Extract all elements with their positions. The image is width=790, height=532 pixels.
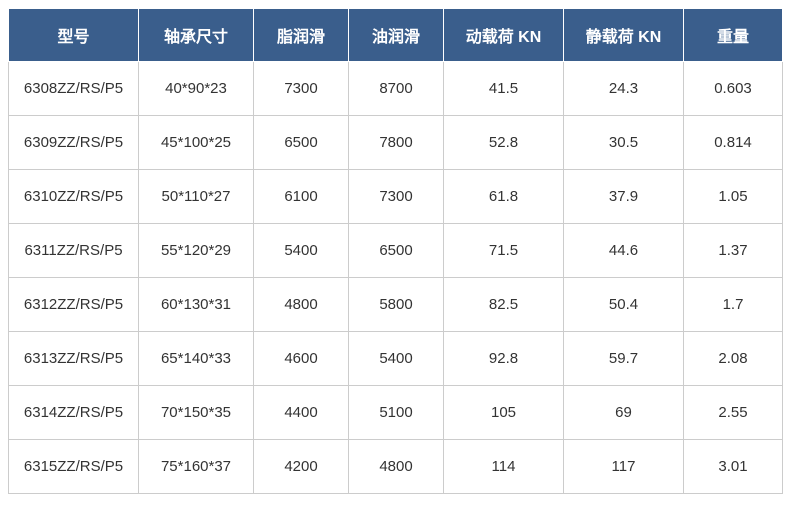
cell-grease: 4200 xyxy=(254,440,349,494)
cell-dynamic-load: 105 xyxy=(444,386,564,440)
cell-grease: 4400 xyxy=(254,386,349,440)
cell-oil: 7300 xyxy=(349,170,444,224)
cell-dynamic-load: 114 xyxy=(444,440,564,494)
cell-weight: 2.55 xyxy=(684,386,783,440)
header-grease: 脂润滑 xyxy=(254,9,349,62)
cell-oil: 7800 xyxy=(349,116,444,170)
cell-oil: 6500 xyxy=(349,224,444,278)
cell-dynamic-load: 71.5 xyxy=(444,224,564,278)
cell-dimensions: 75*160*37 xyxy=(139,440,254,494)
table-body: 6308ZZ/RS/P5 40*90*23 7300 8700 41.5 24.… xyxy=(9,62,783,494)
cell-oil: 8700 xyxy=(349,62,444,116)
table-row: 6311ZZ/RS/P5 55*120*29 5400 6500 71.5 44… xyxy=(9,224,783,278)
cell-dimensions: 50*110*27 xyxy=(139,170,254,224)
cell-grease: 4800 xyxy=(254,278,349,332)
cell-static-load: 117 xyxy=(564,440,684,494)
cell-model: 6310ZZ/RS/P5 xyxy=(9,170,139,224)
cell-grease: 6500 xyxy=(254,116,349,170)
cell-dynamic-load: 92.8 xyxy=(444,332,564,386)
cell-oil: 5100 xyxy=(349,386,444,440)
cell-oil: 5400 xyxy=(349,332,444,386)
cell-dynamic-load: 41.5 xyxy=(444,62,564,116)
cell-dimensions: 65*140*33 xyxy=(139,332,254,386)
cell-dimensions: 40*90*23 xyxy=(139,62,254,116)
header-oil: 油润滑 xyxy=(349,9,444,62)
header-model: 型号 xyxy=(9,9,139,62)
cell-dimensions: 70*150*35 xyxy=(139,386,254,440)
cell-weight: 3.01 xyxy=(684,440,783,494)
cell-dynamic-load: 61.8 xyxy=(444,170,564,224)
cell-dimensions: 55*120*29 xyxy=(139,224,254,278)
table-row: 6312ZZ/RS/P5 60*130*31 4800 5800 82.5 50… xyxy=(9,278,783,332)
cell-weight: 1.37 xyxy=(684,224,783,278)
cell-grease: 5400 xyxy=(254,224,349,278)
cell-oil: 5800 xyxy=(349,278,444,332)
table-row: 6315ZZ/RS/P5 75*160*37 4200 4800 114 117… xyxy=(9,440,783,494)
cell-model: 6309ZZ/RS/P5 xyxy=(9,116,139,170)
cell-dynamic-load: 52.8 xyxy=(444,116,564,170)
cell-static-load: 44.6 xyxy=(564,224,684,278)
cell-oil: 4800 xyxy=(349,440,444,494)
cell-model: 6313ZZ/RS/P5 xyxy=(9,332,139,386)
cell-model: 6311ZZ/RS/P5 xyxy=(9,224,139,278)
header-dynamic-load: 动载荷 KN xyxy=(444,9,564,62)
cell-grease: 7300 xyxy=(254,62,349,116)
cell-static-load: 30.5 xyxy=(564,116,684,170)
table-row: 6308ZZ/RS/P5 40*90*23 7300 8700 41.5 24.… xyxy=(9,62,783,116)
cell-weight: 1.7 xyxy=(684,278,783,332)
table-row: 6314ZZ/RS/P5 70*150*35 4400 5100 105 69 … xyxy=(9,386,783,440)
cell-static-load: 50.4 xyxy=(564,278,684,332)
cell-static-load: 69 xyxy=(564,386,684,440)
cell-weight: 0.603 xyxy=(684,62,783,116)
table-header-row: 型号 轴承尺寸 脂润滑 油润滑 动载荷 KN 静载荷 KN 重量 xyxy=(9,9,783,62)
cell-dimensions: 60*130*31 xyxy=(139,278,254,332)
cell-static-load: 24.3 xyxy=(564,62,684,116)
table-row: 6309ZZ/RS/P5 45*100*25 6500 7800 52.8 30… xyxy=(9,116,783,170)
cell-static-load: 37.9 xyxy=(564,170,684,224)
header-dimensions: 轴承尺寸 xyxy=(139,9,254,62)
table-row: 6313ZZ/RS/P5 65*140*33 4600 5400 92.8 59… xyxy=(9,332,783,386)
cell-grease: 4600 xyxy=(254,332,349,386)
cell-weight: 1.05 xyxy=(684,170,783,224)
cell-model: 6314ZZ/RS/P5 xyxy=(9,386,139,440)
cell-dynamic-load: 82.5 xyxy=(444,278,564,332)
cell-model: 6315ZZ/RS/P5 xyxy=(9,440,139,494)
header-static-load: 静载荷 KN xyxy=(564,9,684,62)
cell-weight: 0.814 xyxy=(684,116,783,170)
bearing-spec-table: 型号 轴承尺寸 脂润滑 油润滑 动载荷 KN 静载荷 KN 重量 6308ZZ/… xyxy=(8,8,783,494)
cell-model: 6312ZZ/RS/P5 xyxy=(9,278,139,332)
cell-model: 6308ZZ/RS/P5 xyxy=(9,62,139,116)
cell-weight: 2.08 xyxy=(684,332,783,386)
header-weight: 重量 xyxy=(684,9,783,62)
cell-grease: 6100 xyxy=(254,170,349,224)
cell-static-load: 59.7 xyxy=(564,332,684,386)
table-row: 6310ZZ/RS/P5 50*110*27 6100 7300 61.8 37… xyxy=(9,170,783,224)
cell-dimensions: 45*100*25 xyxy=(139,116,254,170)
